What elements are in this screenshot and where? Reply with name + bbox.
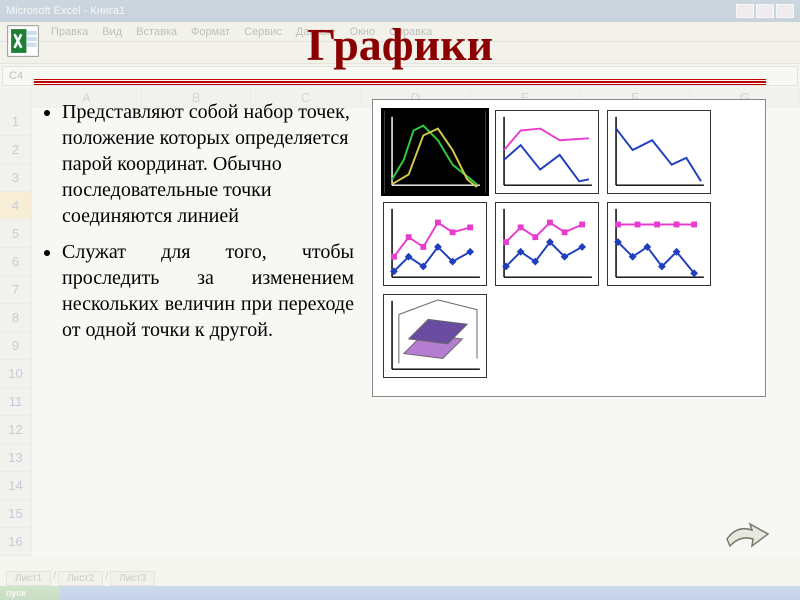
chart-type-thumb[interactable] (383, 294, 487, 378)
slide-title: Графики (34, 18, 766, 71)
next-arrow-icon[interactable] (722, 520, 772, 558)
chart-type-thumb[interactable] (495, 202, 599, 286)
slide-content: Графики Представляют собой набор точек, … (0, 0, 800, 600)
text-column: Представляют собой набор точек, положени… (34, 99, 354, 397)
chart-type-thumb[interactable] (383, 110, 487, 194)
title-divider (34, 79, 766, 85)
bullet-item: Служат для того, чтобы проследить за изм… (62, 239, 354, 343)
chart-type-thumb[interactable] (383, 202, 487, 286)
chart-type-thumb[interactable] (495, 110, 599, 194)
chart-type-thumb[interactable] (607, 110, 711, 194)
excel-logo-icon (6, 24, 40, 58)
bullet-item: Представляют собой набор точек, положени… (62, 99, 354, 229)
chart-type-thumb[interactable] (607, 202, 711, 286)
chart-type-gallery (372, 99, 766, 397)
